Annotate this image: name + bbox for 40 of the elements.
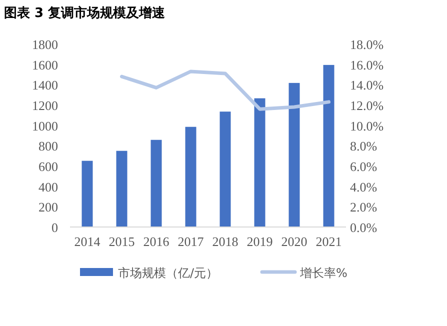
- bar: [150, 140, 162, 227]
- y2-tick-label: 18.0%: [350, 37, 384, 52]
- y2-tick-label: 16.0%: [350, 57, 384, 72]
- x-tick-label: 2019: [246, 234, 273, 249]
- x-tick-label: 2014: [74, 234, 101, 249]
- y2-tick-label: 2.0%: [350, 200, 378, 215]
- bar: [288, 82, 300, 227]
- y-tick-label: 1400: [32, 78, 58, 93]
- y-tick-label: 800: [38, 138, 58, 154]
- y2-tick-label: 10.0%: [350, 118, 384, 134]
- y2-tick-label: 6.0%: [350, 159, 378, 174]
- legend-label: 增长率%: [299, 266, 348, 280]
- x-tick-label: 2016: [143, 234, 170, 249]
- x-tick-label: 2020: [281, 234, 308, 249]
- y2-tick-label: 12.0%: [350, 98, 384, 113]
- chart-title: 图表 3 复调市场规模及增速: [4, 5, 166, 21]
- y2-tick-label: 0.0%: [350, 220, 378, 235]
- x-tick-label: 2021: [316, 234, 342, 249]
- bar: [254, 98, 266, 227]
- bar: [220, 112, 231, 227]
- y-tick-label: 1000: [32, 118, 58, 134]
- y2-tick-label: 4.0%: [350, 179, 378, 194]
- bar: [82, 160, 93, 227]
- y-tick-label: 600: [38, 159, 58, 174]
- y-tick-label: 200: [38, 200, 58, 215]
- bar: [185, 126, 196, 227]
- y-tick-label: 1200: [32, 98, 58, 113]
- x-tick-label: 2015: [108, 234, 135, 249]
- x-tick-label: 2018: [212, 234, 238, 249]
- y-tick-label: 400: [38, 179, 58, 194]
- bar: [323, 64, 334, 227]
- bar: [116, 150, 128, 227]
- y-tick-label: 1600: [32, 57, 58, 72]
- y2-tick-label: 8.0%: [350, 138, 378, 154]
- x-tick-label: 2017: [178, 234, 204, 249]
- y-tick-label: 0: [52, 220, 58, 235]
- legend-label: 市场规模（亿/元）: [118, 266, 218, 280]
- line-series: [120, 70, 330, 111]
- y2-tick-label: 14.0%: [350, 78, 384, 93]
- y-tick-label: 1800: [32, 37, 58, 52]
